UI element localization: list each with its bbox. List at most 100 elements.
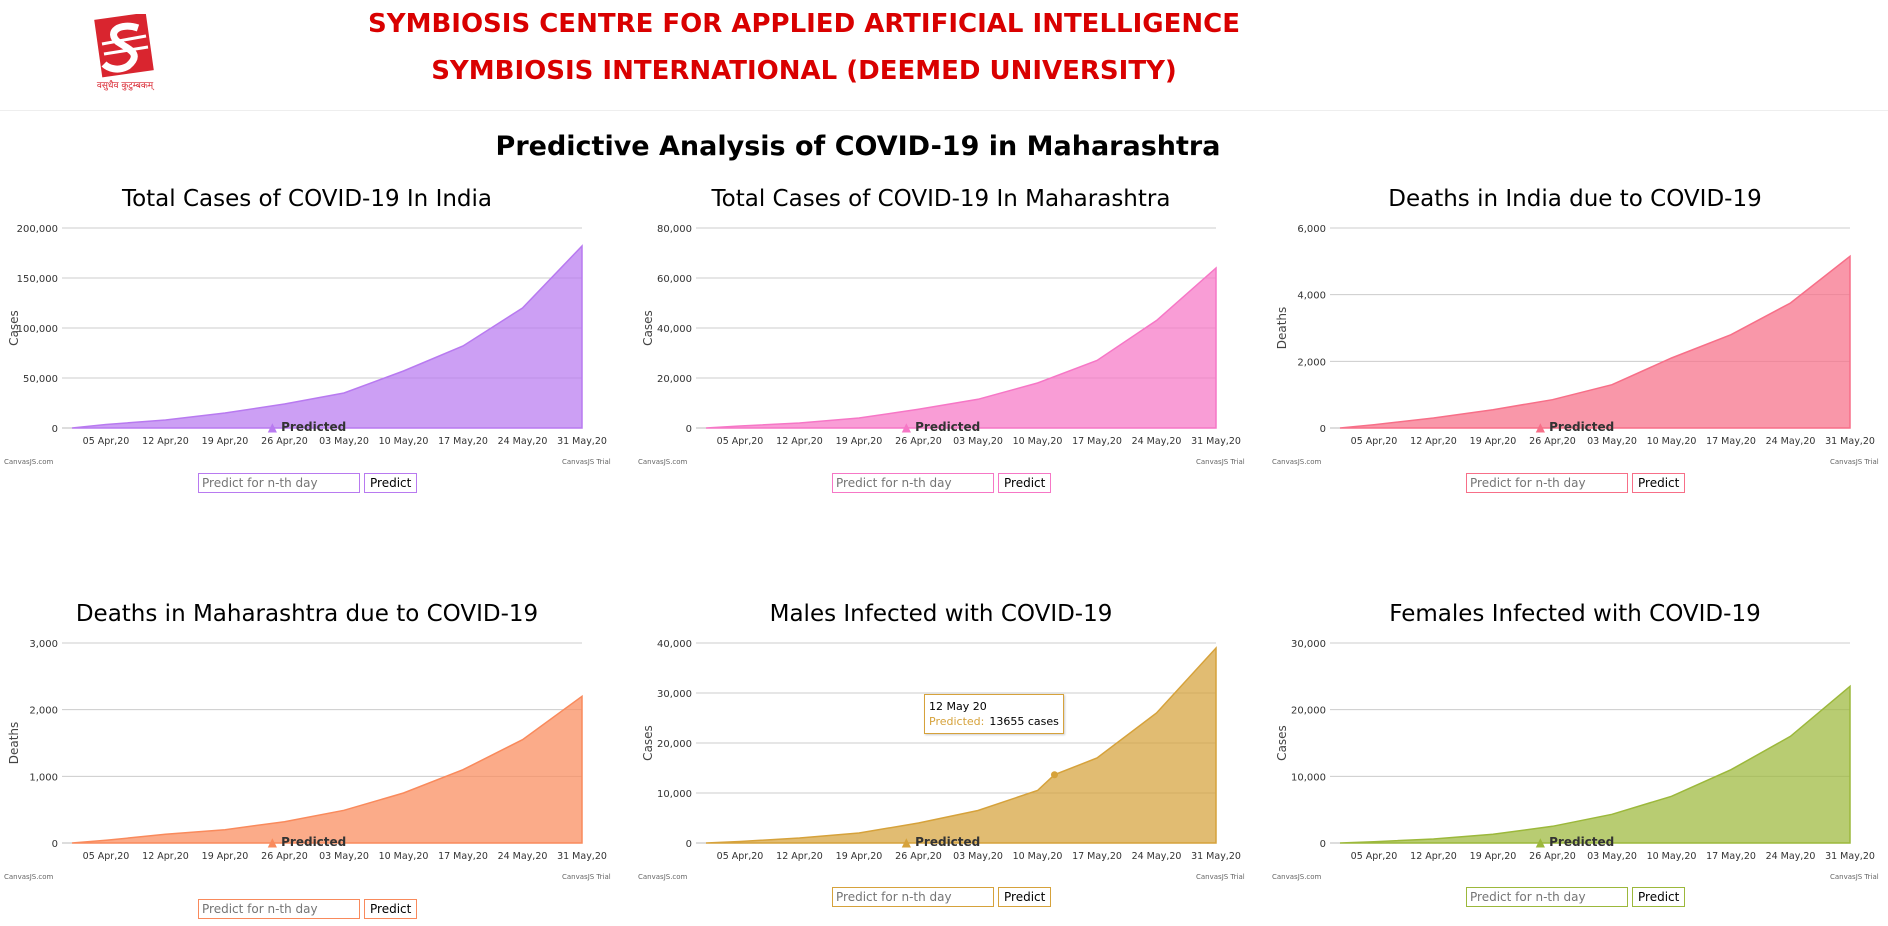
y-tick-label: 0 (1320, 424, 1326, 435)
predict-day-input[interactable] (832, 473, 994, 493)
chart-tooltip: 12 May 20 Predicted: 13655 cases (924, 694, 1064, 734)
canvasjs-trial-label: CanvasJS Trial (562, 873, 611, 881)
chart-legend[interactable]: ▲ Predicted (634, 420, 1248, 434)
x-tick-label: 17 May,20 (1072, 851, 1122, 862)
canvasjs-credit-link[interactable]: CanvasJS.com (1272, 873, 1322, 881)
predict-button[interactable]: Predict (998, 473, 1052, 493)
x-tick-label: 05 Apr,20 (717, 851, 764, 862)
predict-form: Predict (198, 898, 418, 919)
x-tick-label: 05 Apr,20 (717, 436, 764, 447)
y-tick-label: 2,000 (29, 706, 58, 717)
predict-form: Predict (1466, 886, 1686, 907)
predict-form: Predict (198, 472, 418, 493)
x-tick-label: 10 May,20 (1647, 851, 1697, 862)
chart-females-infected[interactable]: 0 10,000 20,000 30,000 Cases 05 Apr,20 12 Apr,… (1268, 627, 1882, 877)
tooltip-date: 12 May 20 (929, 700, 987, 713)
predict-button[interactable]: Predict (998, 887, 1052, 907)
chart-title: Total Cases of COVID-19 In India (121, 186, 493, 212)
x-tick-label: 31 May,20 (1191, 851, 1241, 862)
x-tick-label: 10 May,20 (379, 436, 429, 447)
predict-button[interactable]: Predict (364, 899, 418, 919)
legend-label: Predicted (1549, 835, 1615, 849)
area-series-predicted[interactable] (71, 694, 583, 844)
legend-label: Predicted (281, 835, 347, 849)
predict-day-input[interactable] (198, 899, 360, 919)
y-tick-label: 0 (52, 839, 58, 850)
canvasjs-credit-link[interactable]: CanvasJS.com (4, 873, 54, 881)
canvasjs-credit-link[interactable]: CanvasJS.com (1272, 458, 1322, 466)
predict-day-input[interactable] (1466, 473, 1628, 493)
x-tick-label: 10 May,20 (1013, 851, 1063, 862)
y-tick-label: 150,000 (17, 274, 58, 285)
chart-legend[interactable]: ▲ Predicted (1268, 835, 1882, 849)
triangle-marker-icon: ▲ (901, 835, 916, 849)
chart-india-deaths[interactable]: 0 2,000 4,000 6,000 Deaths 05 Apr,20 12 Apr,20… (1268, 212, 1882, 462)
y-tick-label: 200,000 (17, 224, 58, 235)
y-tick-label: 80,000 (657, 224, 692, 235)
area-series-predicted[interactable] (705, 646, 1217, 844)
y-tick-label: 6,000 (1297, 224, 1326, 235)
chart-legend[interactable]: ▲ Predicted (0, 420, 614, 434)
y-tick-label: 60,000 (657, 274, 692, 285)
y-tick-label: 1,000 (29, 772, 58, 783)
predict-button[interactable]: Predict (1632, 887, 1686, 907)
predict-day-input[interactable] (198, 473, 360, 493)
predict-day-input[interactable] (832, 887, 994, 907)
y-tick-label: 0 (52, 424, 58, 435)
y-tick-label: 10,000 (1291, 772, 1326, 783)
chart-title: Females Infected with COVID-19 (1389, 601, 1761, 627)
chart-legend[interactable]: ▲ Predicted (1268, 420, 1882, 434)
chart-maharashtra-cases[interactable]: 0 20,000 40,000 60,000 80,000 Cases 05 Apr,20 1… (634, 212, 1248, 462)
x-tick-label: 03 May,20 (319, 851, 369, 862)
area-series-predicted[interactable] (71, 244, 583, 429)
symbiosis-logo: वसुधैव कुटुम्बकम् (90, 12, 160, 94)
chart-maharashtra-deaths[interactable]: 0 1,000 2,000 3,000 Deaths 05 Apr,20 12 Apr,20… (0, 627, 614, 877)
x-tick-label: 19 Apr,20 (1470, 851, 1517, 862)
legend-label: Predicted (915, 420, 981, 434)
y-tick-label: 30,000 (657, 689, 692, 700)
x-tick-label: 26 Apr,20 (261, 436, 308, 447)
x-tick-label: 31 May,20 (1191, 436, 1241, 447)
y-tick-label: 10,000 (657, 789, 692, 800)
chart-title: Deaths in India due to COVID-19 (1388, 186, 1762, 212)
chart-males-infected[interactable]: 0 10,000 20,000 30,000 40,000 Cases 05 Apr,20 1… (634, 627, 1248, 877)
y-tick-label: 20,000 (657, 739, 692, 750)
area-series-predicted[interactable] (1339, 684, 1851, 844)
predict-button[interactable]: Predict (364, 473, 418, 493)
x-tick-label: 26 Apr,20 (1529, 851, 1576, 862)
chart-legend[interactable]: ▲ Predicted (0, 835, 614, 849)
x-tick-label: 05 Apr,20 (1351, 436, 1398, 447)
y-axis-label: Deaths (1275, 307, 1289, 350)
area-series-predicted[interactable] (1339, 254, 1851, 429)
chart-legend[interactable]: ▲ Predicted (634, 835, 1248, 849)
y-tick-label: 0 (686, 424, 692, 435)
predict-day-input[interactable] (1466, 887, 1628, 907)
y-tick-label: 4,000 (1297, 291, 1326, 302)
y-tick-label: 100,000 (17, 324, 58, 335)
x-tick-label: 10 May,20 (1013, 436, 1063, 447)
x-tick-label: 12 Apr,20 (776, 851, 823, 862)
canvasjs-credit-link[interactable]: CanvasJS.com (638, 873, 688, 881)
data-point[interactable] (1051, 771, 1058, 779)
y-tick-label: 40,000 (657, 324, 692, 335)
area-series-predicted[interactable] (705, 266, 1217, 429)
x-tick-label: 17 May,20 (1072, 436, 1122, 447)
canvasjs-credit-link[interactable]: CanvasJS.com (638, 458, 688, 466)
y-tick-label: 20,000 (1291, 706, 1326, 717)
x-tick-label: 19 Apr,20 (836, 436, 883, 447)
canvasjs-trial-label: CanvasJS Trial (1830, 458, 1879, 466)
canvasjs-credit-link[interactable]: CanvasJS.com (4, 458, 54, 466)
triangle-marker-icon: ▲ (267, 835, 282, 849)
chart-india-cases[interactable]: 0 50,000 100,000 150,000 200,000 Cases 05 Apr,… (0, 212, 614, 462)
predict-button[interactable]: Predict (1632, 473, 1686, 493)
y-tick-label: 50,000 (23, 374, 58, 385)
x-tick-label: 24 May,20 (498, 851, 548, 862)
y-axis-label: Deaths (7, 722, 21, 765)
tooltip-value-row: Predicted: 13655 cases (929, 714, 1059, 729)
x-tick-label: 26 Apr,20 (1529, 436, 1576, 447)
x-tick-label: 17 May,20 (1706, 436, 1756, 447)
triangle-marker-icon: ▲ (901, 420, 916, 434)
chart-panel-females-infected: Females Infected with COVID-19 0 10,000 20,… (1268, 601, 1882, 901)
x-tick-label: 17 May,20 (1706, 851, 1756, 862)
page-title: Predictive Analysis of COVID-19 in Mahar… (495, 131, 1221, 162)
